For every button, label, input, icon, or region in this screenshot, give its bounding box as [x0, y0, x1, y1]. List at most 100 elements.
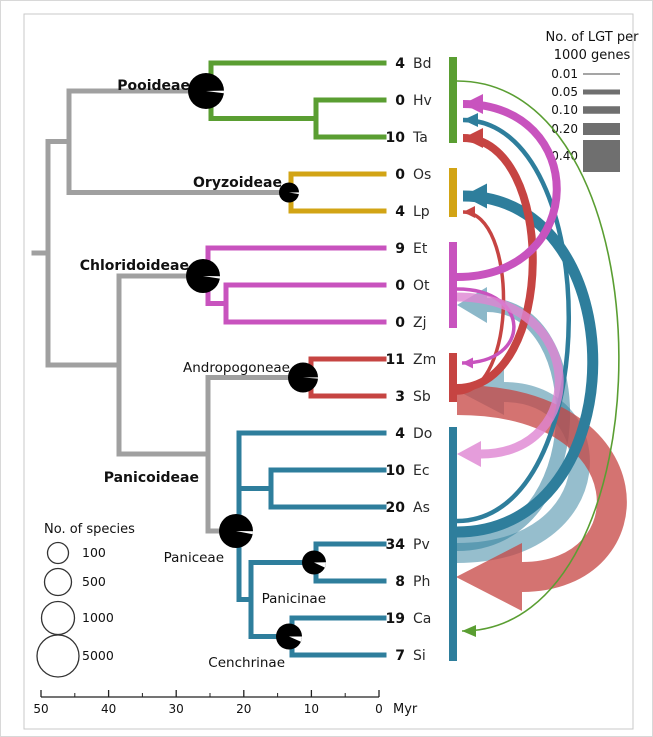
tip-name-do: Do: [413, 426, 432, 442]
clade-name-labels: Pooideae Oryzoideae Chloridoideae Andropogo…: [80, 78, 326, 671]
lgt-arrows: [456, 80, 627, 637]
tip-name-pv: Pv: [413, 537, 430, 553]
lgt-arrow-pooideae-to-ca-paniceae-: [456, 80, 620, 637]
clade-bar-oryzoideae: [449, 168, 457, 217]
tip-lgt-count-sb: 3: [395, 389, 405, 405]
time-axis: 50 40 30 20 10 0 Myr: [33, 690, 418, 717]
lgt-legend-value: 0.40: [551, 149, 578, 163]
pie-white-slice: [236, 531, 253, 535]
clade-label-panicinae: Panicinae: [262, 591, 326, 607]
tip-lgt-count-lp: 4: [395, 204, 405, 220]
tip-name-ot: Ot: [413, 278, 430, 294]
node-pie-paniceae: [219, 514, 253, 548]
lgt-legend: No. of LGT per 1000 genes 0.01 0.05 0.10 0.20…: [546, 30, 640, 172]
tip-labels: 4 Bd 0 Hv 10 Ta 0 Os 4 Lp 9 Et 0 Ot 0 Zj 11 Zm 3 Sb 4 Do 10 Ec 2…: [386, 56, 437, 664]
pie-white-slice: [203, 276, 220, 279]
axis-tick-label: 40: [101, 702, 116, 716]
tip-name-hv: Hv: [413, 93, 432, 109]
species-legend: No. of species 100 500 1000 5000: [36, 522, 135, 678]
species-legend-value: 100: [82, 545, 106, 560]
tip-lgt-count-zj: 0: [395, 315, 405, 331]
clade-bar-chloridoideae: [449, 242, 457, 328]
tip-lgt-count-pv: 34: [386, 537, 406, 553]
node-pie-pooideae: [188, 73, 224, 109]
species-legend-title: No. of species: [44, 522, 135, 537]
clade-label-pooideae: Pooideae: [117, 78, 190, 94]
clade-label-cenchrinae: Cenchrinae: [208, 655, 285, 671]
pie-white-slice: [206, 90, 224, 94]
clade-label-paniceae: Paniceae: [164, 550, 224, 566]
tip-lgt-count-hv: 0: [395, 93, 405, 109]
node-pie-andropogoneae: [288, 362, 318, 393]
tip-lgt-count-ot: 0: [395, 278, 405, 294]
lgt-arrow-chloridoideae-to-zm-andropogoneae-: [456, 287, 516, 369]
tip-name-ta: Ta: [412, 130, 428, 146]
node-pie-cenchrinae: [276, 623, 302, 650]
tip-lgt-count-bd: 4: [395, 56, 405, 72]
axis-tick-label: 20: [236, 702, 251, 716]
pie-white-slice: [314, 562, 326, 568]
lgt-legend-value: 0.05: [551, 85, 578, 99]
tip-name-ca: Ca: [413, 611, 431, 627]
lgt-legend-bar: [583, 89, 620, 95]
tip-name-sb: Sb: [413, 389, 431, 405]
tip-name-et: Et: [413, 241, 428, 257]
node-pies: [186, 73, 326, 650]
node-pie-panicinae: [302, 550, 326, 575]
clade-label-chloridoideae: Chloridoideae: [80, 258, 189, 274]
phylogenetic-tree: [31, 60, 387, 658]
tip-lgt-count-ec: 10: [386, 463, 406, 479]
tip-lgt-count-ta: 10: [386, 130, 406, 146]
species-legend-circle: [46, 541, 70, 565]
tip-lgt-count-ph: 8: [395, 574, 405, 590]
species-legend-value: 1000: [82, 610, 114, 625]
clade-label-andropogoneae: Andropogoneae: [183, 360, 290, 376]
axis-tick-label: 0: [375, 702, 383, 716]
pie-white-slice: [303, 377, 318, 379]
lgt-legend-value: 0.20: [551, 122, 578, 136]
lgt-arrow-andropogoneae-to-ta-pooideae-: [456, 128, 537, 392]
axis-tick-label: 50: [33, 702, 48, 716]
tip-name-as: As: [413, 500, 430, 516]
clade-label-panicoideae: Panicoideae: [104, 470, 199, 486]
clade-bar-paniceae: [449, 427, 457, 661]
lgt-legend-title: 1000 genes: [554, 48, 631, 63]
tip-lgt-count-do: 4: [395, 426, 405, 442]
species-legend-circle: [43, 567, 73, 597]
tip-name-lp: Lp: [413, 204, 430, 220]
lgt-legend-value: 0.01: [551, 67, 578, 81]
tip-lgt-count-zm: 11: [386, 352, 405, 368]
axis-tick-label: 30: [169, 702, 184, 716]
clade-label-oryzoideae: Oryzoideae: [193, 175, 282, 191]
clade-bar-andropogoneae: [449, 353, 457, 402]
lgt-arrow-chloridoideae-to-do-ec-paniceae-: [456, 292, 564, 467]
pie-white-slice: [289, 192, 299, 195]
lgt-legend-bar: [583, 140, 620, 172]
axis-tick-label: 10: [304, 702, 319, 716]
lgt-legend-title: No. of LGT per: [546, 30, 640, 45]
lgt-legend-bar: [583, 106, 620, 114]
lgt-legend-bar: [583, 123, 620, 135]
node-pie-chloridoideae: [186, 259, 220, 293]
tip-name-bd: Bd: [413, 56, 432, 72]
tip-lgt-count-si: 7: [395, 648, 405, 664]
lgt-arrow-chloridoideae-to-hv-pooideae-: [456, 94, 561, 281]
tip-name-os: Os: [413, 167, 431, 183]
species-legend-circle: [36, 634, 80, 678]
clade-bars: [449, 57, 457, 661]
pie-white-slice: [289, 636, 302, 642]
tip-name-zm: Zm: [413, 352, 436, 368]
tip-lgt-count-ca: 19: [386, 611, 405, 627]
node-pie-oryzoideae: [279, 182, 299, 203]
tip-lgt-count-os: 0: [395, 167, 405, 183]
lgt-arrow-paniceae-to-hv-ta-pooideae-: [456, 113, 571, 524]
clade-bar-pooideae: [449, 57, 457, 143]
tip-name-si: Si: [413, 648, 426, 664]
tip-name-ph: Ph: [413, 574, 430, 590]
tip-name-zj: Zj: [413, 315, 426, 331]
tip-lgt-count-et: 9: [395, 241, 405, 257]
tip-lgt-count-as: 20: [386, 500, 406, 516]
species-legend-value: 5000: [82, 648, 114, 663]
